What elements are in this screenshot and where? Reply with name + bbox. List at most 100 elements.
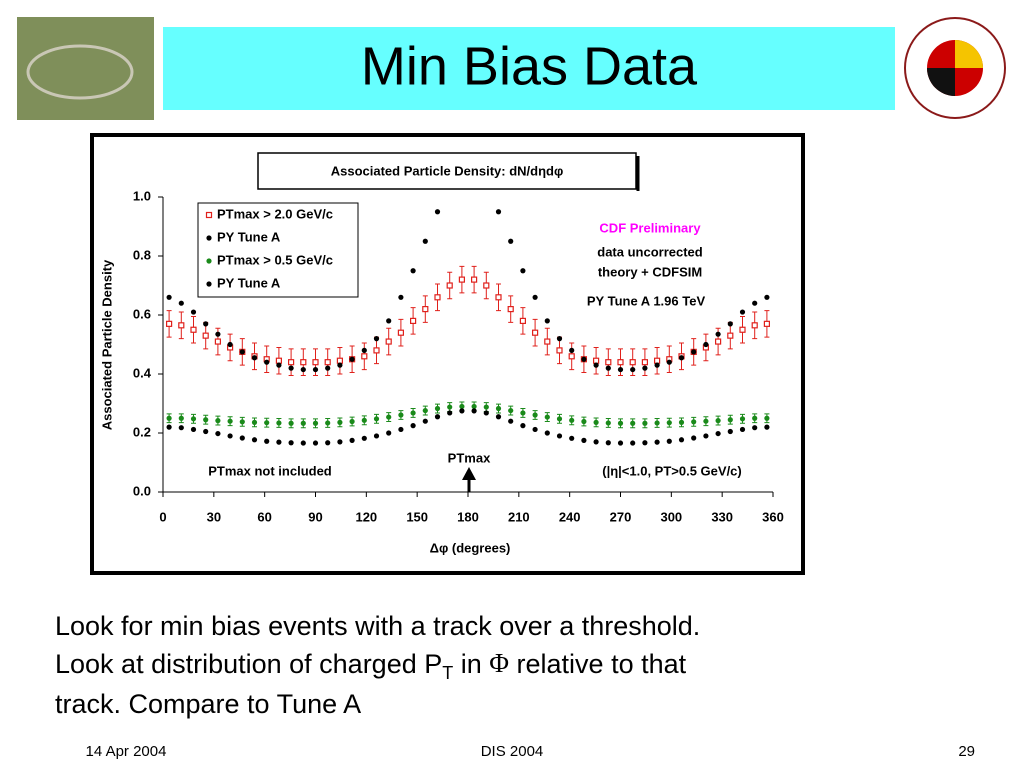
y-axis-label: Associated Particle Density	[99, 259, 114, 430]
x-tick-label: 180	[457, 509, 479, 524]
data-point	[385, 338, 392, 345]
data-point	[300, 359, 307, 366]
data-point	[715, 430, 721, 437]
data-point	[666, 359, 672, 365]
data-point	[214, 338, 221, 345]
data-point	[764, 415, 770, 421]
data-point	[495, 414, 502, 420]
data-point	[752, 425, 758, 431]
data-point	[178, 322, 185, 329]
data-point	[422, 407, 428, 414]
data-point	[227, 341, 233, 348]
data-point	[642, 365, 648, 371]
data-point	[764, 424, 770, 430]
data-point	[520, 410, 526, 416]
data-point	[519, 317, 527, 324]
data-point	[190, 326, 197, 333]
y-tick-label: 0.6	[133, 306, 151, 321]
data-point	[666, 438, 672, 444]
data-point	[508, 407, 514, 414]
data-point	[691, 435, 697, 441]
body-text: Look for min bias events with a track ov…	[55, 611, 700, 641]
data-point	[190, 309, 197, 315]
data-point	[641, 359, 649, 366]
data-point	[459, 403, 465, 410]
x-tick-label: 300	[660, 509, 682, 524]
body-line: Look at distribution of charged PT in Φ …	[55, 648, 687, 683]
data-point	[227, 433, 233, 439]
data-point	[666, 420, 672, 426]
data-point	[386, 318, 392, 324]
data-point	[447, 410, 453, 416]
y-tick-label: 0.4	[133, 365, 152, 380]
data-point	[325, 365, 331, 371]
x-tick-label: 240	[559, 509, 581, 524]
data-point	[447, 404, 453, 410]
annotation: PY Tune A 1.96 TeV	[587, 293, 706, 308]
body-line: Look for min bias events with a track ov…	[55, 611, 700, 641]
data-point	[446, 282, 453, 289]
data-point	[556, 433, 563, 439]
data-point	[361, 417, 367, 423]
data-point	[739, 416, 746, 422]
data-point	[434, 414, 441, 420]
data-point	[215, 430, 221, 437]
body-text: track. Compare to Tune A	[55, 689, 361, 719]
body-text: relative to that	[509, 649, 687, 679]
data-point	[642, 440, 648, 446]
x-tick-label: 90	[308, 509, 322, 524]
data-point	[410, 268, 416, 274]
data-point	[727, 417, 733, 423]
data-point	[544, 414, 550, 420]
body-line: track. Compare to Tune A	[55, 689, 361, 719]
data-point	[630, 420, 636, 426]
data-point	[727, 321, 733, 327]
data-point	[617, 440, 624, 446]
legend-box	[197, 202, 359, 298]
data-point	[508, 418, 514, 424]
data-point	[300, 420, 306, 426]
data-point	[203, 321, 209, 327]
data-point	[251, 437, 258, 443]
data-point	[373, 347, 380, 354]
data-point	[251, 419, 258, 425]
data-point	[508, 238, 514, 244]
data-point	[581, 437, 587, 443]
data-point	[471, 276, 478, 283]
data-point	[166, 424, 172, 430]
body-text: Look at distribution of charged P	[55, 649, 442, 679]
data-point	[410, 423, 416, 429]
data-point	[569, 417, 575, 423]
data-point	[483, 404, 489, 410]
legend-marker	[205, 211, 213, 219]
data-point	[715, 331, 721, 337]
data-point	[471, 408, 477, 414]
data-point	[727, 428, 733, 435]
data-point	[312, 366, 319, 373]
data-point	[275, 357, 282, 364]
data-point	[312, 420, 319, 426]
data-point	[410, 410, 416, 416]
data-point	[361, 435, 367, 441]
annotation: theory + CDFSIM	[598, 264, 702, 279]
data-point	[495, 294, 502, 301]
data-point	[569, 347, 575, 353]
data-point	[556, 336, 563, 342]
data-point	[202, 332, 209, 339]
data-point	[264, 359, 270, 365]
data-point	[324, 359, 331, 366]
data-point	[764, 294, 770, 300]
data-point	[593, 439, 599, 445]
y-tick-label: 0.2	[133, 424, 151, 439]
data-point	[691, 419, 697, 425]
legend-label: PTmax > 2.0 GeV/c	[217, 206, 333, 221]
data-point	[703, 418, 709, 424]
slide-title: Min Bias Data	[361, 36, 698, 96]
footer-page: 29	[958, 743, 975, 760]
data-point	[544, 430, 550, 436]
photo	[17, 17, 154, 120]
data-point	[544, 318, 550, 324]
data-point	[398, 426, 404, 433]
